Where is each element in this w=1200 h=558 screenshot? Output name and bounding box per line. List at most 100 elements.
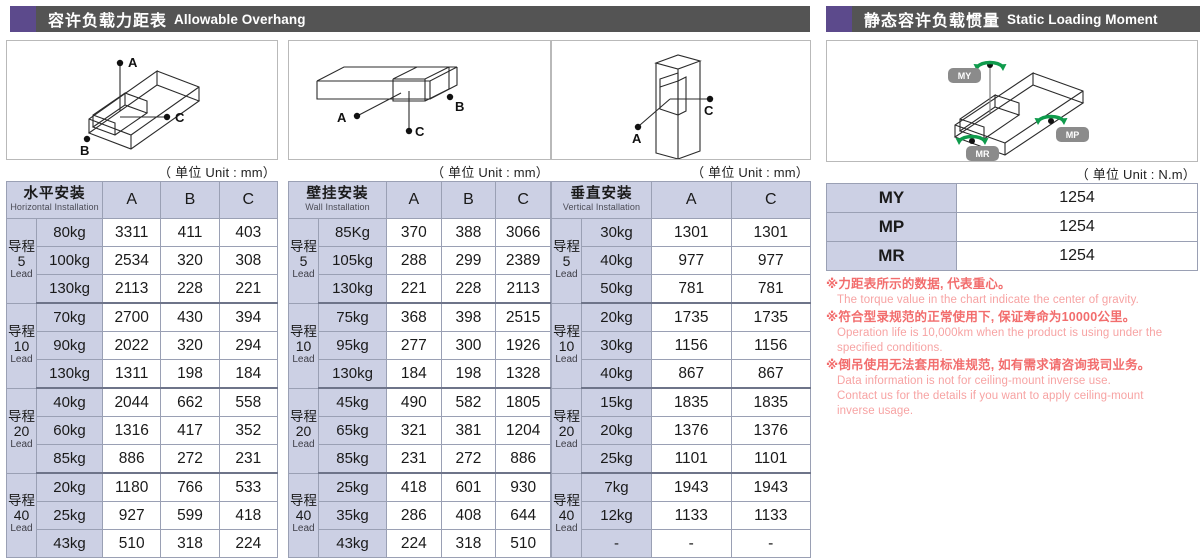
lead-number: 5 (17, 252, 26, 269)
table-row: 导程 10 Lead 20kg 1735 1735 (551, 302, 811, 389)
note-en: Data information is not for ceiling-moun… (837, 374, 1111, 387)
value-b: 272 (440, 444, 497, 474)
lead-group-cell: 导程 10 Lead (6, 302, 37, 389)
moment-badge-my: MY (958, 71, 972, 81)
note-en: specified conditions. (837, 341, 943, 354)
lead-en: Lead (10, 438, 33, 450)
value-a: 1311 (102, 359, 162, 389)
value-a: 1133 (651, 501, 732, 530)
value-b: 198 (160, 359, 220, 389)
value-b: 381 (440, 416, 497, 445)
value-c: 510 (495, 529, 551, 558)
note-en: Operation life is 10,000km when the prod… (837, 326, 1163, 339)
value-b: 272 (160, 444, 220, 474)
load-cell: 95kg (318, 331, 387, 360)
lead-group-cell: 导程 10 Lead (551, 302, 582, 389)
load-cell: 85kg (318, 444, 387, 474)
value-b: 320 (160, 246, 220, 275)
figure-label-c: C (704, 103, 714, 118)
value-a: 370 (386, 218, 442, 247)
value-c: 403 (218, 218, 279, 247)
load-cell: 40kg (581, 246, 652, 275)
value-b: 601 (440, 472, 497, 502)
value-c: 352 (218, 416, 279, 445)
value-a: 1943 (651, 472, 732, 502)
lead-group-cell: 导程 5 Lead (6, 218, 37, 304)
value-a: 288 (386, 246, 442, 275)
value-b: 430 (160, 302, 220, 332)
lead-cn: 导程 (290, 408, 317, 424)
figure-label-a: A (632, 131, 642, 146)
load-cell: 85Kg (318, 218, 387, 247)
moment-value: 1254 (956, 212, 1198, 242)
table-vertical-installation: 垂直安装 Vertical Installation A C 导程 5 Lead… (551, 181, 811, 558)
lead-en: Lead (555, 268, 578, 280)
lead-group-cell: 导程 40 Lead (288, 472, 319, 558)
value-a: 781 (651, 274, 732, 304)
value-c: 2389 (495, 246, 551, 275)
load-cell: 130kg (318, 359, 387, 389)
lead-group-cell: 导程 40 Lead (6, 472, 37, 558)
load-cell: 70kg (35, 302, 104, 332)
load-cell: 20kg (581, 302, 652, 332)
table-row: 导程 40 Lead 20kg 1180 766 533 (6, 472, 279, 558)
value-a: 867 (651, 359, 732, 389)
load-cell: 40kg (581, 359, 652, 389)
table-row: 50kg 781 781 (552, 274, 811, 304)
lead-number: 10 (295, 337, 312, 354)
table-title-cn: 水平安装 (23, 186, 86, 202)
diagram-wall-svg: A B C (316, 66, 464, 139)
moment-value: 1254 (956, 183, 1198, 213)
value-c: 1133 (730, 501, 811, 530)
value-c: 2113 (495, 274, 551, 304)
value-a: 2113 (102, 274, 162, 304)
value-c: - (730, 529, 811, 558)
figure-label-a: A (337, 110, 347, 125)
value-b: 318 (160, 529, 220, 558)
load-cell: 25kg (35, 501, 104, 530)
value-a: 1376 (651, 416, 732, 445)
lead-group-cell: 导程 10 Lead (288, 302, 319, 389)
value-c: 308 (218, 246, 279, 275)
lead-group-cell: 导程 20 Lead (551, 387, 582, 474)
column-header-c: C (218, 181, 279, 219)
table-row: 85kg 886 272 231 (7, 444, 279, 474)
table-row: 25kg 1101 1101 (552, 444, 811, 474)
lead-en: Lead (555, 353, 578, 365)
value-b: 411 (160, 218, 220, 247)
lead-en: Lead (10, 353, 33, 365)
load-cell: 80kg (35, 218, 104, 247)
load-cell: 43kg (318, 529, 387, 558)
value-c: 231 (218, 444, 279, 474)
value-a: 231 (386, 444, 442, 474)
table-row: 导程 10 Lead 75kg 368 398 2515 (288, 302, 551, 389)
value-a: 368 (386, 302, 442, 332)
table-row: 43kg 224 318 510 (289, 529, 551, 558)
table-horizontal-installation: 水平安装 Horizontal Installation A B C 导程 5 … (5, 181, 279, 558)
value-c: 1835 (730, 387, 811, 417)
column-header-b: B (440, 181, 497, 219)
value-b: 599 (160, 501, 220, 530)
section-title-en: Allowable Overhang (174, 11, 306, 27)
table-row: 导程 20 Lead 45kg 490 582 1805 (288, 387, 551, 474)
value-c: 221 (218, 274, 279, 304)
value-b: 320 (160, 331, 220, 360)
value-c: 781 (730, 274, 811, 304)
column-header-a: A (102, 181, 162, 219)
moment-badge-mr: MR (976, 149, 990, 159)
value-a: 418 (386, 472, 442, 502)
column-static-moment: MY MP MR （ 单位 Unit : N.m） (826, 40, 1198, 421)
figure-label-c: C (175, 110, 185, 125)
lead-cn: 导程 (8, 408, 35, 424)
value-c: 977 (730, 246, 811, 275)
section-title-allowable-overhang: 容许负载力距表 Allowable Overhang (10, 6, 810, 32)
table-row: 130kg 2113 228 221 (7, 274, 279, 304)
value-c: 1101 (730, 444, 811, 474)
lead-en: Lead (555, 438, 578, 450)
column-header-a: A (386, 181, 442, 219)
load-cell: 50kg (581, 274, 652, 304)
value-b: 198 (440, 359, 497, 389)
table-title-cell: 垂直安装 Vertical Installation (551, 181, 652, 219)
table-row: 85kg 231 272 886 (289, 444, 551, 474)
table-body: 导程 5 Lead 80kg 3311 411 403 100kg 2534 3… (6, 218, 279, 558)
